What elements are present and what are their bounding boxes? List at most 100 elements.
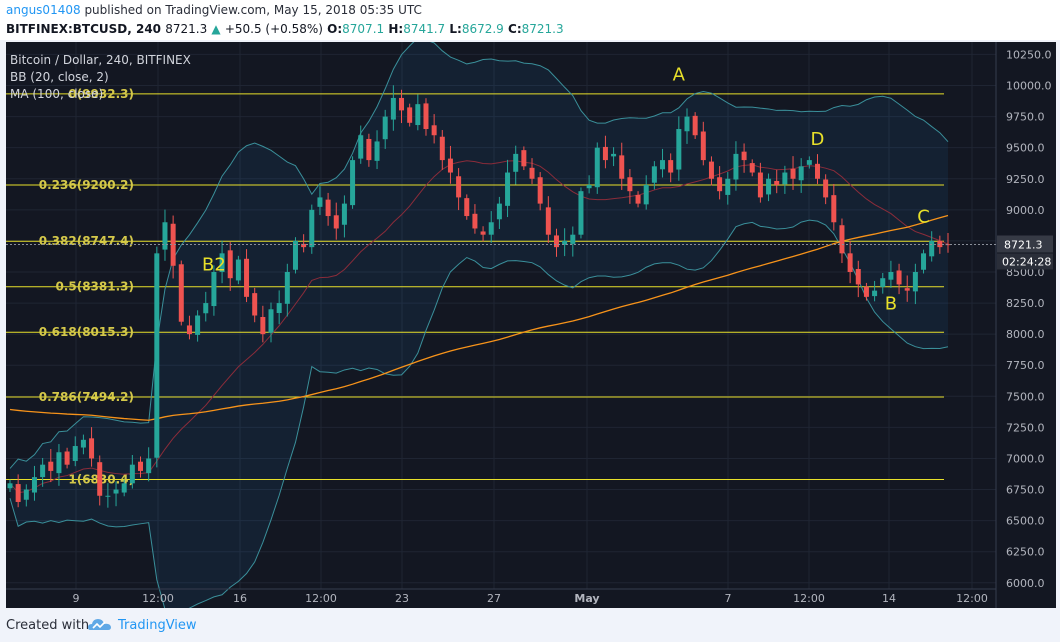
candle-body [64,451,70,465]
candle-body [341,203,347,225]
legend-bb: BB (20, close, 2) [10,70,109,84]
price-tick-label: 7250.0 [1006,421,1045,434]
price-chart[interactable]: 0(9932.3) 0.236(9200.2) 0.382(8747.4) 0.5(8… [6,37,1056,619]
publish-info: angus01408 published on TradingView.com,… [6,3,422,17]
up-arrow-icon: ▲ [211,22,221,36]
tradingview-link[interactable]: TradingView [118,618,197,633]
symbol-info: BITFINEX:BTCUSD, 240 8721.3 ▲ +50.5 (+0.… [6,22,564,36]
candle-body [586,184,592,189]
price-tick-label: 9250.0 [1006,173,1045,186]
candle-body [676,129,682,170]
fib-levels: 0(9932.3) 0.236(9200.2) 0.382(8747.4) 0.5(8… [6,87,944,487]
author-link[interactable]: angus01408 [6,3,81,17]
price-tick-label: 7750.0 [1006,359,1045,372]
candle-body [105,495,111,497]
open-label: O: [327,22,343,36]
candle-body [121,483,127,493]
high-value: 8741.7 [403,22,446,36]
wave-label: D [811,129,825,150]
countdown-tag [997,253,1053,270]
candle-body [553,235,559,248]
price-tick-label: 6250.0 [1006,546,1045,559]
wave-label: A [673,65,686,86]
candle-body [333,215,339,229]
wave-labels: A B2 D B C [202,65,930,315]
candle-body [717,177,723,192]
candle-body [896,270,902,285]
wave-label: C [917,206,930,227]
candle-body [325,199,331,217]
bollinger-band-fill [10,37,948,618]
candle-body [651,166,657,183]
candle-body [390,97,396,120]
candle-body [880,278,886,287]
high-label: H: [388,22,404,36]
candle-body [374,141,380,161]
fib-label: 0.618(8015.3) [39,325,134,339]
candle-body [439,136,445,161]
countdown-text: 02:24:28 [1002,255,1051,268]
fib-label: 0(9932.3) [68,87,134,101]
candle-body [48,461,54,471]
open-value: 8707.1 [342,22,385,36]
candle-body [741,151,747,161]
candle-body [749,163,755,173]
candle-body [23,489,29,500]
candle-body [399,97,405,111]
candle-body [708,161,714,179]
candle-body [203,303,209,314]
wave-label: B2 [202,255,226,276]
time-tick-label: 27 [487,592,501,605]
created-with-text: Created with [6,618,90,633]
candle-body [904,288,910,291]
candle-body [31,477,37,493]
candle-body [537,177,543,204]
candle-body [660,160,666,170]
candle-body [725,178,731,195]
candle-body [757,172,763,198]
candle-body [611,153,617,157]
candle-body [888,271,894,280]
chart-area[interactable]: 0(9932.3) 0.236(9200.2) 0.382(8747.4) 0.5(8… [6,37,1056,619]
candle-body [40,464,46,478]
candle-body [505,172,511,206]
candle-body [15,484,21,502]
candle-body [138,461,144,471]
candle-body [472,213,478,229]
time-tick-label: 12:00 [793,592,825,605]
candle-body [415,104,421,126]
time-tick-label: 12:00 [142,592,174,605]
price-tick-label: 9750.0 [1006,111,1045,124]
candle-body [301,243,307,248]
candle-body [806,160,812,165]
candle-body [733,153,739,180]
candle-body [431,125,437,136]
candle-body [700,131,706,161]
candle-body [692,115,698,136]
candle-body [292,240,298,270]
bollinger-area [10,37,948,618]
candle-body [578,191,584,235]
price-tick-label: 6750.0 [1006,484,1045,497]
candle-body [162,222,168,250]
ma100-line [9,214,949,421]
candle-body [513,153,519,172]
candle-body [643,184,649,205]
chart-grid [6,42,996,589]
candle-body [244,258,250,297]
fib-label: 0.786(7494.2) [39,390,134,404]
fib-label: 0.5(8381.3) [55,280,134,294]
time-tick-label: 9 [73,592,80,605]
candle-body [350,160,356,206]
candle-body [545,207,551,235]
candle-body [358,135,364,159]
candle-body [480,231,486,235]
last-price-text: 8721.3 [1004,238,1043,251]
candle-body [521,150,527,167]
candle-body [823,179,829,198]
candle-body [7,483,13,489]
published-text: published on TradingView.com, May 15, 20… [84,3,422,17]
candle-body [562,240,568,245]
fib-label: 0.382(8747.4) [39,234,134,248]
candle-body [847,253,853,272]
